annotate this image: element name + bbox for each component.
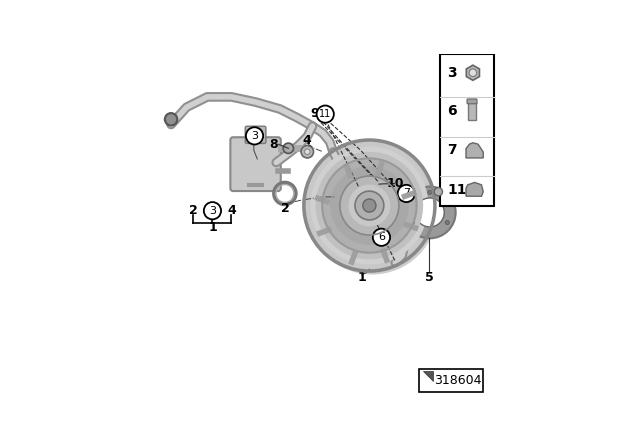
Circle shape [469,69,477,77]
Text: 2: 2 [189,204,198,217]
Circle shape [445,220,449,224]
Circle shape [373,228,390,246]
Circle shape [304,140,435,271]
Circle shape [363,199,376,212]
Bar [419,370,483,392]
Circle shape [410,220,414,224]
Bar [440,54,493,206]
Text: 3: 3 [209,206,216,216]
Text: 318604: 318604 [434,374,481,387]
Circle shape [316,152,423,259]
Text: 10: 10 [387,177,404,190]
Circle shape [306,142,433,269]
Bar [316,226,332,237]
Text: 11: 11 [319,109,332,119]
Circle shape [317,105,334,123]
Polygon shape [467,65,479,80]
Circle shape [301,146,314,158]
Circle shape [355,191,384,220]
Bar [468,103,476,121]
Circle shape [404,186,456,238]
Text: 3: 3 [251,131,258,141]
Bar [380,247,390,263]
Circle shape [348,185,390,227]
Bar [401,190,417,200]
Bar [314,195,330,205]
Circle shape [283,143,294,154]
Circle shape [305,149,310,155]
Text: 1: 1 [208,221,217,234]
Circle shape [402,194,413,204]
Text: 6: 6 [447,103,456,118]
Circle shape [322,158,417,253]
Polygon shape [423,371,433,382]
Text: 1: 1 [357,271,366,284]
Text: 7: 7 [447,143,456,157]
Text: 6: 6 [378,232,385,242]
Text: 5: 5 [425,271,433,284]
Circle shape [246,127,263,145]
Circle shape [204,202,221,220]
Circle shape [428,190,432,194]
Bar [348,250,358,266]
Circle shape [362,198,377,213]
FancyBboxPatch shape [467,99,477,104]
Text: 4: 4 [227,204,236,217]
Bar [343,163,353,179]
FancyBboxPatch shape [245,126,266,143]
Text: 7: 7 [403,189,410,198]
Text: 4: 4 [302,134,311,147]
Circle shape [397,185,415,202]
Circle shape [435,188,442,196]
Circle shape [415,198,444,227]
Text: 2: 2 [280,202,289,215]
Polygon shape [466,182,483,196]
Bar [403,221,419,232]
Circle shape [165,113,177,125]
Circle shape [307,143,438,275]
Circle shape [340,176,399,235]
Circle shape [310,146,428,264]
Text: 8: 8 [269,138,278,151]
FancyBboxPatch shape [230,137,281,191]
Text: 9: 9 [310,107,319,120]
Circle shape [330,166,409,245]
Polygon shape [369,177,387,191]
Bar [374,161,385,177]
Text: 3: 3 [447,66,456,80]
Polygon shape [466,143,483,158]
Circle shape [355,191,384,220]
Text: 11: 11 [447,183,467,197]
